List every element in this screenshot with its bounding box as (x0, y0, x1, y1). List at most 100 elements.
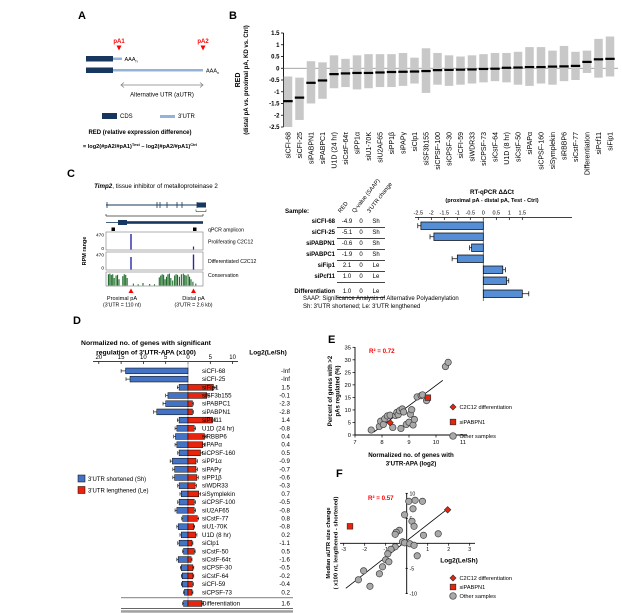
svg-text:-0.5: -0.5 (279, 499, 290, 506)
table-cell: Le (372, 274, 380, 280)
svg-text:RED (relative expression diffe: RED (relative expression difference) (88, 130, 191, 136)
svg-text:10: 10 (410, 491, 416, 497)
row-underline (337, 270, 385, 272)
svg-text:siCPSF-30: siCPSF-30 (202, 565, 232, 572)
svg-text:= log2(#pA2/#pA1)Test – log2(#: = log2(#pA2/#pA1)Test – log2(#pA2/#pA1)C… (83, 142, 197, 150)
svg-text:1.5: 1.5 (271, 31, 280, 37)
svg-text:siCFI-25: siCFI-25 (297, 132, 304, 159)
svg-text:-2.5: -2.5 (414, 211, 423, 217)
panel-c-genome-browser: Timp2, tissue inhibitor of metalloprotei… (82, 183, 256, 309)
svg-text:0.2: 0.2 (281, 589, 290, 596)
sample-table-row: siPABPN1 -0.6 0 Sh (283, 241, 403, 250)
svg-text:25: 25 (345, 370, 351, 376)
svg-text:15: 15 (345, 395, 351, 401)
table-cell: Sh (372, 219, 380, 225)
row-underline (337, 296, 385, 298)
svg-text:0.7: 0.7 (281, 491, 290, 498)
svg-text:U1D (8 hr): U1D (8 hr) (504, 132, 511, 165)
svg-text:siCPSF-160: siCPSF-160 (539, 132, 546, 170)
svg-text:siCstF-77: siCstF-77 (202, 516, 229, 523)
svg-text:C2C12 differentiation: C2C12 differentiation (460, 576, 512, 582)
svg-text:siClp1: siClp1 (202, 540, 220, 547)
svg-text:-Inf: -Inf (281, 376, 290, 383)
svg-text:siCPSF-73: siCPSF-73 (481, 132, 488, 166)
svg-text:0: 0 (101, 246, 104, 252)
svg-text:siPP1β: siPP1β (202, 475, 222, 482)
svg-text:siCstF-64τ: siCstF-64τ (343, 132, 350, 165)
svg-text:10: 10 (229, 355, 236, 361)
svg-text:5: 5 (209, 355, 213, 361)
table-cell: 0 (359, 219, 363, 225)
svg-text:30: 30 (345, 358, 351, 364)
svg-text:-0.6: -0.6 (279, 475, 290, 482)
svg-text:1.4: 1.4 (281, 417, 290, 424)
svg-text:Timp2, tissue inhibitor of met: Timp2, tissue inhibitor of metalloprotei… (94, 183, 218, 190)
svg-text:8: 8 (380, 440, 383, 446)
svg-text:R² = 0.72: R² = 0.72 (369, 348, 395, 355)
svg-text:0: 0 (276, 66, 280, 72)
svg-text:-10: -10 (410, 591, 418, 597)
svg-text:-1.5: -1.5 (269, 102, 280, 108)
panel-c-qpcr-bar-chart: RT-qPCR ΔΔCt (proximal pA - distal pA, Te… (414, 189, 572, 301)
table-cell: -1.9 (341, 252, 353, 258)
svg-text:0.8: 0.8 (281, 516, 290, 523)
svg-text:siPAPγ: siPAPγ (401, 132, 408, 155)
svg-text:-1: -1 (383, 547, 388, 553)
sample-table-row: siCFI-25 -5.1 0 Sh (283, 230, 403, 239)
svg-text:-1.6: -1.6 (279, 557, 290, 564)
svg-text:siSymplekin: siSymplekin (550, 132, 557, 169)
svg-text:siU2AF65: siU2AF65 (378, 132, 385, 163)
svg-text:Distal pA: Distal pA (182, 296, 205, 302)
svg-text:U1D (24 hr): U1D (24 hr) (202, 425, 234, 432)
svg-text:siWDR33: siWDR33 (202, 483, 229, 490)
svg-text:-1: -1 (455, 211, 460, 217)
svg-text:0: 0 (482, 211, 485, 217)
sample-table-row: siFip1 2.1 0 Le (283, 263, 403, 272)
svg-text:Other samples: Other samples (460, 594, 497, 600)
panel-c-sample-table: Sample: RED Q-value (SAAP) 3'UTR change siCF… (283, 178, 428, 315)
svg-text:-1: -1 (274, 90, 280, 96)
svg-text:-Inf: -Inf (281, 368, 290, 375)
sh-le-footnote: Sh: 3'UTR shortened; Le: 3'UTR lengthene… (303, 304, 421, 310)
svg-text:Median aUTR size change: Median aUTR size change (326, 507, 332, 579)
sample-table-row: Differentiation 1.0 0 Le (283, 289, 403, 298)
svg-text:Differentiation: Differentiation (585, 132, 592, 175)
svg-text:470: 470 (96, 233, 104, 239)
svg-text:siPABPC1: siPABPC1 (202, 401, 231, 408)
svg-text:-2: -2 (362, 547, 367, 553)
svg-text:(proximal pA - distal pA, Test: (proximal pA - distal pA, Test - Ctrl) (445, 198, 538, 204)
svg-text:11: 11 (460, 440, 466, 446)
svg-text:siClp1: siClp1 (412, 132, 419, 152)
svg-text:3'UTR shortened (Sh): 3'UTR shortened (Sh) (88, 477, 146, 483)
svg-text:3: 3 (468, 547, 471, 553)
svg-text:Differentiation: Differentiation (202, 601, 241, 608)
table-cell: 1.0 (342, 274, 352, 280)
svg-text:-0.5: -0.5 (269, 78, 280, 84)
svg-text:Proximal pA: Proximal pA (107, 296, 137, 302)
svg-text:Other samples: Other samples (460, 434, 497, 440)
svg-text:U1D (24 hr): U1D (24 hr) (332, 132, 339, 169)
svg-text:0: 0 (348, 433, 351, 439)
svg-text:-0.1: -0.1 (279, 393, 290, 400)
svg-text:0.5: 0.5 (281, 548, 290, 555)
svg-text:C2C12 differentiation: C2C12 differentiation (460, 405, 512, 411)
panel-b-red-boxplot-chart: RED (distal pA vs. proximal pA, KD vs. Ct… (235, 25, 618, 175)
table-cell: -4.9 (341, 219, 353, 225)
table-cell: -5.1 (341, 230, 353, 236)
svg-text:1: 1 (508, 211, 511, 217)
svg-text:RPM range: RPM range (82, 237, 88, 266)
svg-text:siPP1α: siPP1α (355, 132, 362, 154)
svg-text:-1.5: -1.5 (440, 211, 449, 217)
svg-text:siU1-70K: siU1-70K (366, 132, 373, 161)
svg-text:siPAPγ: siPAPγ (202, 466, 222, 473)
svg-text:-0.8: -0.8 (279, 524, 290, 531)
svg-text:Differentiated C2C12: Differentiated C2C12 (208, 259, 256, 265)
svg-text:siPABPN1: siPABPN1 (309, 132, 316, 164)
svg-text:siCstF-64: siCstF-64 (202, 573, 229, 580)
svg-text:pA1: pA1 (113, 39, 125, 45)
svg-text:10: 10 (433, 440, 439, 446)
svg-text:siSF3b155: siSF3b155 (424, 132, 431, 166)
svg-text:0.5: 0.5 (281, 450, 290, 457)
svg-text:siCFI-25: siCFI-25 (202, 376, 226, 383)
svg-text:siPABPC1: siPABPC1 (320, 132, 327, 164)
